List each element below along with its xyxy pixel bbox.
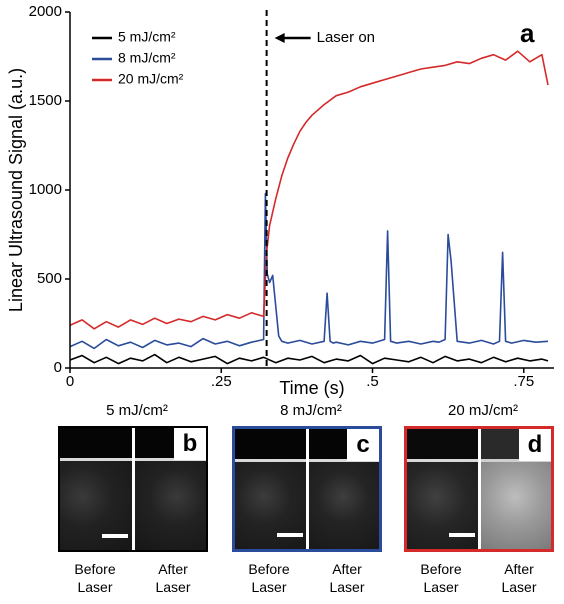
series-line-0 xyxy=(70,353,549,365)
after-laser-caption: After Laser xyxy=(329,561,365,595)
image-divider xyxy=(306,429,309,549)
panel-title-b: 5 mJ/cm² xyxy=(106,402,168,419)
panel-letter-a: a xyxy=(520,18,535,48)
series-layer xyxy=(70,50,549,365)
panel-letter-c: c xyxy=(347,429,379,461)
x-tick-label: .5 xyxy=(366,373,379,390)
x-axis-label: Time (s) xyxy=(279,378,344,398)
series-line-1 xyxy=(70,192,549,350)
panel-letter-b: b xyxy=(174,428,206,460)
y-tick-label: 500 xyxy=(37,270,62,287)
scale-bar xyxy=(449,533,475,537)
scale-bar xyxy=(277,533,303,537)
before-laser-image xyxy=(407,429,479,549)
after-laser-caption: After Laser xyxy=(501,561,537,595)
laser-on-arrow-head xyxy=(274,33,285,43)
before-laser-image xyxy=(60,428,133,550)
panel-letter-d: d xyxy=(519,429,551,461)
y-tick-label: 1500 xyxy=(29,92,62,109)
panel-b: 5 mJ/cm² b Before Laser After Laser xyxy=(58,402,216,602)
after-laser-caption: After Laser xyxy=(155,561,191,595)
x-tick-label: .25 xyxy=(211,373,232,390)
y-tick-label: 1000 xyxy=(29,181,62,198)
panel-d: 20 mJ/cm² d Before Laser After Laser xyxy=(404,402,562,602)
before-laser-caption: Before Laser xyxy=(74,561,116,595)
ticks-layer: 0 500 1000 1500 2000 0 .25 .5 .75 xyxy=(29,3,535,390)
panel-title-d: 20 mJ/cm² xyxy=(447,402,518,419)
before-laser-caption: Before Laser xyxy=(248,561,290,595)
y-tick-label: 2000 xyxy=(29,3,62,20)
x-tick-label: .75 xyxy=(513,373,534,390)
after-laser-image xyxy=(307,429,379,549)
ultrasound-image-c: c xyxy=(232,426,382,552)
image-divider xyxy=(478,429,481,549)
scale-bar xyxy=(102,534,128,538)
legend-label: 20 mJ/cm² xyxy=(118,71,184,87)
before-laser-caption: Before Laser xyxy=(420,561,462,595)
before-laser-image xyxy=(235,429,307,549)
series-line-2 xyxy=(70,50,549,330)
legend-label: 8 mJ/cm² xyxy=(118,50,176,66)
laser-on-label: Laser on xyxy=(317,29,375,46)
laser-on-annotation: Laser on xyxy=(274,29,375,46)
x-tick-label: 0 xyxy=(66,373,74,390)
y-tick-label: 0 xyxy=(54,359,62,376)
panel-c: 8 mJ/cm² c Before Laser After Laser xyxy=(232,402,390,602)
panel-title-c: 8 mJ/cm² xyxy=(280,402,342,419)
y-axis-label: Linear Ultrasound Signal (a.u.) xyxy=(6,68,26,312)
ultrasound-image-d: d xyxy=(404,426,554,552)
ultrasound-image-b: b xyxy=(58,426,208,552)
legend: 5 mJ/cm² 8 mJ/cm² 20 mJ/cm² xyxy=(92,29,184,87)
image-divider xyxy=(132,428,135,550)
legend-label: 5 mJ/cm² xyxy=(118,29,176,45)
ultrasound-signal-chart: 0 500 1000 1500 2000 0 .25 .5 .75 Laser on 5 mJ/… xyxy=(6,3,554,398)
